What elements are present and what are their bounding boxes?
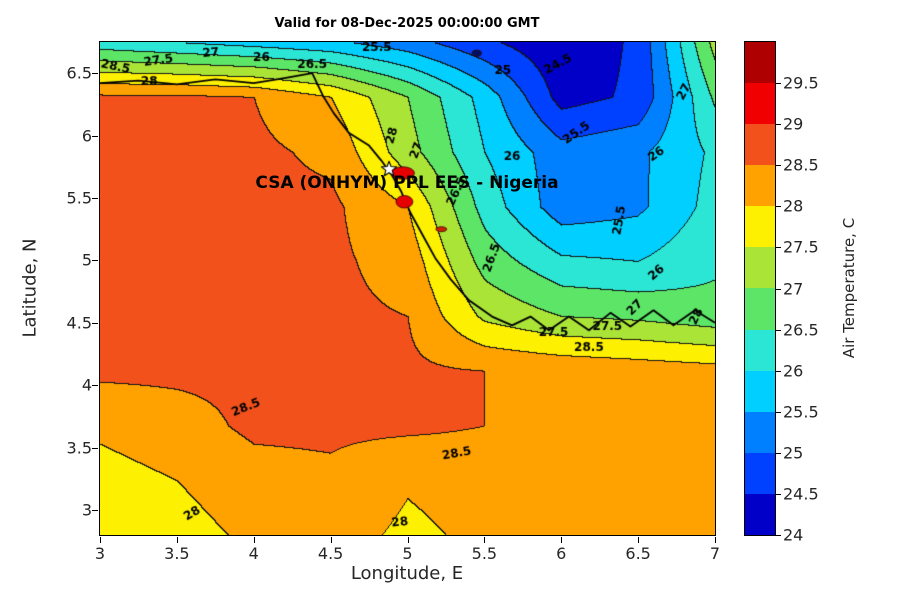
colorbar-tick-mark <box>776 83 781 85</box>
x-tick-mark <box>484 537 486 543</box>
x-tick-mark <box>561 537 563 543</box>
x-tick-mark <box>176 537 178 543</box>
colorbar-tick-mark <box>776 247 781 249</box>
y-tick-label: 4 <box>81 375 92 395</box>
y-tick-label: 5 <box>81 250 92 270</box>
colorbar-tick-label: 24 <box>783 525 804 545</box>
x-tick-mark <box>638 537 640 543</box>
y-tick-label: 6 <box>81 126 92 146</box>
x-tick-label: 3 <box>94 544 106 563</box>
x-tick-label: 3.5 <box>164 544 190 563</box>
y-tick-mark <box>92 198 98 199</box>
x-tick-label: 6.5 <box>625 544 651 563</box>
y-tick-mark <box>92 135 98 137</box>
y-axis-label: Latitude, N <box>19 238 41 338</box>
x-tick-mark <box>715 537 716 543</box>
plot-title: Valid for 08-Dec-2025 00:00:00 GMT <box>274 16 540 31</box>
x-tick-label: 5 <box>402 544 413 563</box>
y-tick-label: 4.5 <box>66 313 92 333</box>
x-tick-label: 5.5 <box>471 544 498 563</box>
colorbar-segment <box>745 411 775 453</box>
colorbar-segment <box>745 206 775 248</box>
colorbar-tick-label: 25.5 <box>783 402 819 422</box>
y-tick-mark <box>92 73 98 75</box>
colorbar-label: Air Temperature, C <box>840 217 858 359</box>
colorbar-tick-mark <box>776 288 781 290</box>
x-tick-mark <box>407 537 409 543</box>
colorbar-tick-mark <box>776 411 781 413</box>
x-tick-label: 4.5 <box>317 544 344 563</box>
colorbar-segment <box>745 247 775 289</box>
y-tick-mark <box>92 510 98 512</box>
colorbar-segment <box>745 329 775 371</box>
y-tick-label: 5.5 <box>66 188 92 208</box>
colorbar-tick-label: 25 <box>783 443 804 463</box>
colorbar-tick-mark <box>776 370 781 372</box>
colorbar-segment <box>745 165 775 207</box>
y-tick-label: 3.5 <box>66 438 92 458</box>
colorbar-tick-label: 24.5 <box>783 484 819 504</box>
site-label: CSA (ONHYM) PPL EES - Nigeria <box>255 173 559 193</box>
colorbar-tick-mark <box>776 165 781 167</box>
colorbar-tick-label: 28.5 <box>783 155 819 175</box>
x-tick-mark <box>100 537 101 543</box>
colorbar-segment <box>745 452 775 494</box>
colorbar-tick-mark <box>776 329 781 331</box>
x-axis-label: Longitude, E <box>350 563 464 584</box>
colorbar-tick-label: 27 <box>783 279 804 298</box>
colorbar-segment <box>745 83 775 125</box>
x-tick-mark <box>253 537 255 543</box>
x-tick-label: 4 <box>248 544 259 563</box>
y-tick-mark <box>92 447 98 449</box>
y-tick-mark <box>92 385 98 387</box>
colorbar-tick-mark <box>776 493 781 495</box>
colorbar-tick-label: 26 <box>783 361 804 381</box>
colorbar-tick-label: 28 <box>783 196 804 216</box>
colorbar-tick-label: 29.5 <box>783 73 819 93</box>
colorbar-segment <box>745 493 775 535</box>
colorbar-tick-mark <box>776 452 781 454</box>
colorbar-tick-label: 29 <box>783 114 804 134</box>
colorbar-segment <box>745 288 775 330</box>
x-tick-label: 7 <box>709 544 721 563</box>
colorbar-segment <box>745 42 775 84</box>
colorbar-tick-label: 27.5 <box>783 237 819 257</box>
colorbar-tick-mark <box>776 206 781 208</box>
y-tick-label: 6.5 <box>66 63 92 83</box>
colorbar <box>744 41 776 536</box>
colorbar-segment <box>745 124 775 166</box>
x-tick-label: 6 <box>556 544 567 563</box>
plot-area <box>99 41 716 536</box>
colorbar-segment <box>745 370 775 412</box>
y-tick-mark <box>92 260 98 262</box>
y-tick-mark <box>92 322 98 324</box>
x-tick-mark <box>330 537 332 543</box>
colorbar-tick-label: 26.5 <box>783 320 819 340</box>
y-tick-label: 3 <box>81 500 92 520</box>
contour-map-canvas <box>100 42 715 535</box>
colorbar-tick-mark <box>776 535 781 536</box>
colorbar-tick-mark <box>776 124 781 126</box>
